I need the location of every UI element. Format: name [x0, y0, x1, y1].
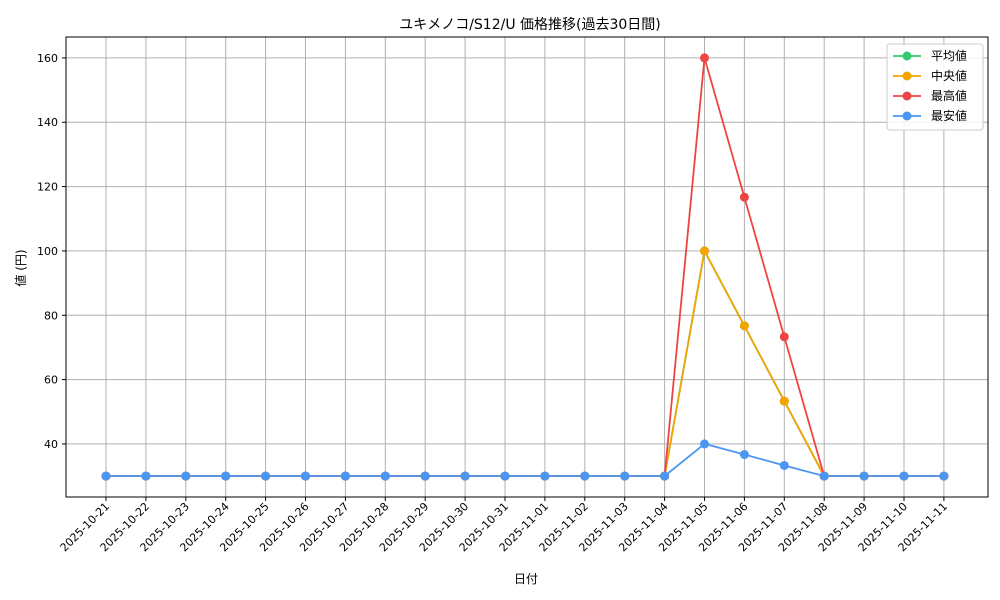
- legend-label: 平均値: [931, 48, 967, 63]
- data-point: [739, 192, 749, 202]
- data-point: [380, 471, 390, 481]
- data-point: [779, 460, 789, 470]
- series-line: [106, 442, 944, 478]
- series-lines: [101, 53, 949, 481]
- data-point: [181, 471, 191, 481]
- data-point: [141, 471, 151, 481]
- series-line: [106, 248, 944, 478]
- y-tick-label: 40: [44, 438, 58, 451]
- data-point: [101, 471, 111, 481]
- data-point: [340, 471, 350, 481]
- data-point: [700, 246, 709, 256]
- data-point: [580, 471, 590, 481]
- series-3: [101, 53, 949, 481]
- data-point: [779, 396, 789, 406]
- data-point: [660, 471, 670, 481]
- series-2: [101, 246, 949, 481]
- grid-lines: [66, 37, 988, 497]
- legend-label: 中央値: [931, 68, 967, 83]
- legend-swatch-marker: [902, 111, 912, 121]
- y-axis-label: 値 (円): [13, 249, 28, 286]
- data-point: [301, 471, 310, 481]
- y-tick-label: 160: [37, 52, 58, 65]
- data-point: [859, 471, 869, 481]
- series-1: [101, 246, 949, 481]
- y-tick-label: 140: [37, 116, 58, 129]
- series-4: [101, 439, 949, 481]
- data-point: [819, 471, 829, 481]
- legend-box: [886, 43, 984, 131]
- x-axis-label: 日付: [514, 572, 538, 586]
- data-point: [261, 471, 271, 481]
- data-point: [739, 450, 749, 460]
- data-point: [221, 471, 231, 481]
- series-line: [106, 248, 944, 478]
- legend-label: 最安値: [931, 108, 967, 123]
- data-point: [500, 471, 510, 481]
- series-line: [106, 57, 944, 478]
- legend-swatch-marker: [902, 51, 912, 61]
- y-axis: 40 60 80 100 120 140 160: [37, 52, 66, 451]
- data-point: [420, 471, 430, 481]
- data-point: [540, 471, 550, 481]
- y-tick-label: 100: [37, 245, 58, 258]
- chart-title: ユキメノコ/S12/U 価格推移(過去30日間): [399, 17, 661, 33]
- data-point: [739, 321, 749, 331]
- data-point: [460, 471, 470, 481]
- data-point: [620, 471, 630, 481]
- y-tick-label: 60: [44, 374, 58, 387]
- plot-area: [65, 36, 989, 498]
- data-point: [779, 332, 789, 342]
- y-tick-label: 120: [37, 181, 58, 194]
- data-point: [899, 471, 909, 481]
- legend-label: 最高値: [931, 88, 967, 103]
- data-point: [939, 471, 949, 481]
- data-point: [700, 439, 709, 449]
- x-axis: 2025-10-212025-10-222025-10-232025-10-24…: [58, 497, 950, 554]
- legend-swatch-marker: [902, 71, 912, 81]
- legend-swatch-marker: [902, 91, 912, 101]
- data-point: [700, 53, 709, 63]
- y-tick-label: 80: [44, 309, 58, 322]
